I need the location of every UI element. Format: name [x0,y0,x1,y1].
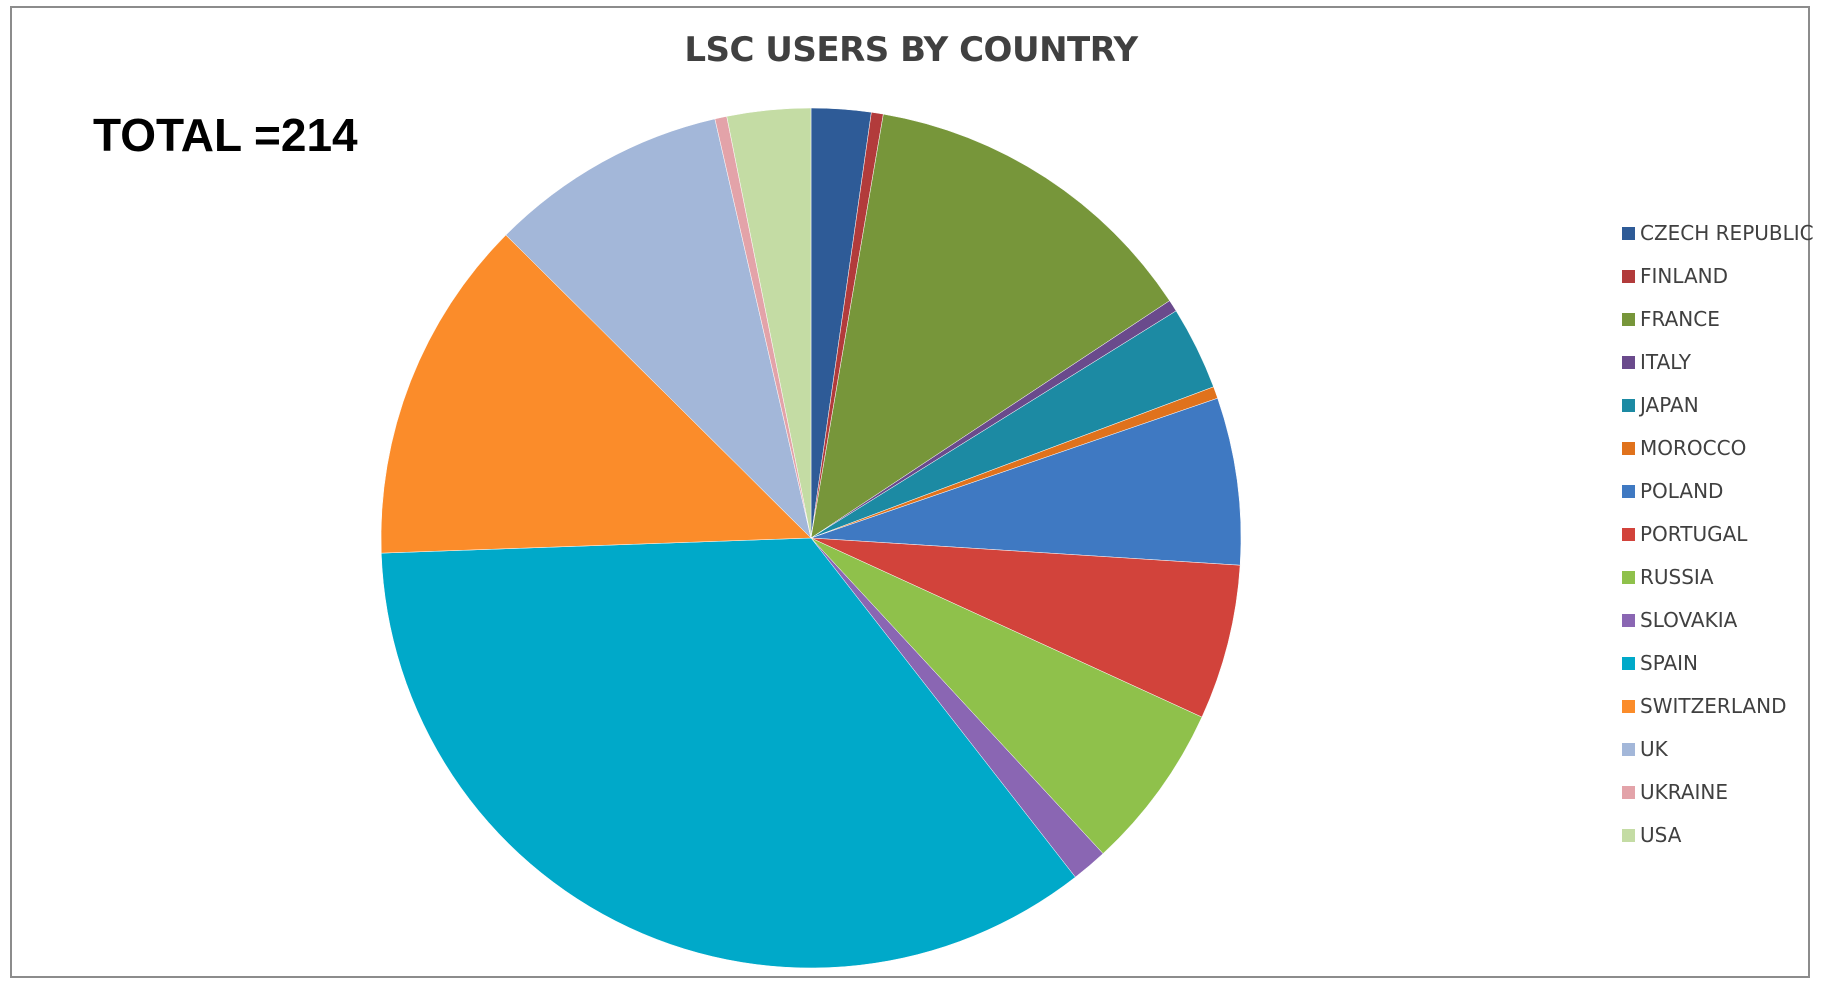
legend-item-morocco: MOROCCO [1622,435,1812,478]
legend-label: FRANCE [1640,307,1720,331]
legend-item-switzerland: SWITZERLAND [1622,693,1812,736]
legend-label: SLOVAKIA [1640,608,1738,632]
legend-swatch [1622,484,1635,498]
pie-slice-portugal [810,537,1241,718]
legend-swatch [1622,312,1635,326]
legend-label: MOROCCO [1640,436,1747,460]
legend-item-portugal: PORTUGAL [1622,521,1812,564]
legend-label: PORTUGAL [1640,522,1748,546]
legend-swatch [1622,570,1635,584]
legend-item-japan: JAPAN [1622,392,1812,435]
legend-swatch [1622,355,1635,369]
pie-slice-poland [810,397,1242,566]
legend-swatch [1622,527,1635,541]
legend-swatch [1622,828,1635,842]
pie-slice-russia [810,537,1203,854]
legend-item-slovakia: SLOVAKIA [1622,607,1812,650]
chart-legend: CZECH REPUBLIC FINLAND FRANCE ITALY JAPAN MOR… [1622,220,1814,865]
pie-slice-switzerland [380,234,812,554]
pie-slice-uk [505,118,812,539]
legend-swatch [1622,785,1635,799]
legend-item-usa: USA [1622,822,1812,865]
legend-label: CZECH REPUBLIC [1640,221,1814,245]
legend-item-czech-republic: CZECH REPUBLIC [1622,220,1814,263]
chart-title: LSC USERS BY COUNTRY [684,30,1138,70]
legend-label: USA [1640,823,1682,847]
legend-swatch [1622,613,1635,627]
legend-item-poland: POLAND [1622,478,1812,521]
legend-label: ITALY [1640,350,1691,374]
legend-swatch [1622,226,1635,240]
legend-swatch [1622,269,1635,283]
legend-swatch [1622,398,1635,412]
legend-item-italy: ITALY [1622,349,1812,392]
legend-item-finland: FINLAND [1622,263,1812,306]
legend-label: RUSSIA [1640,565,1714,589]
pie-slice-spain [381,537,1076,969]
pie-slice-usa [726,107,812,539]
legend-label: SWITZERLAND [1640,694,1787,718]
legend-item-spain: SPAIN [1622,650,1812,693]
pie-slice-france [810,113,1170,539]
legend-swatch [1622,742,1635,756]
legend-label: UKRAINE [1640,780,1729,804]
legend-swatch [1622,699,1635,713]
legend-label: FINLAND [1640,264,1729,288]
legend-swatch [1622,656,1635,670]
legend-label: JAPAN [1640,393,1699,417]
legend-label: SPAIN [1640,651,1699,675]
legend-item-uk: UK [1622,736,1812,779]
legend-label: UK [1640,737,1668,761]
pie-slices [380,107,1242,969]
legend-label: POLAND [1640,479,1724,503]
total-annotation: TOTAL =214 [93,109,358,161]
legend-item-russia: RUSSIA [1622,564,1812,607]
legend-swatch [1622,441,1635,455]
legend-item-ukraine: UKRAINE [1622,779,1812,822]
legend-item-france: FRANCE [1622,306,1812,349]
